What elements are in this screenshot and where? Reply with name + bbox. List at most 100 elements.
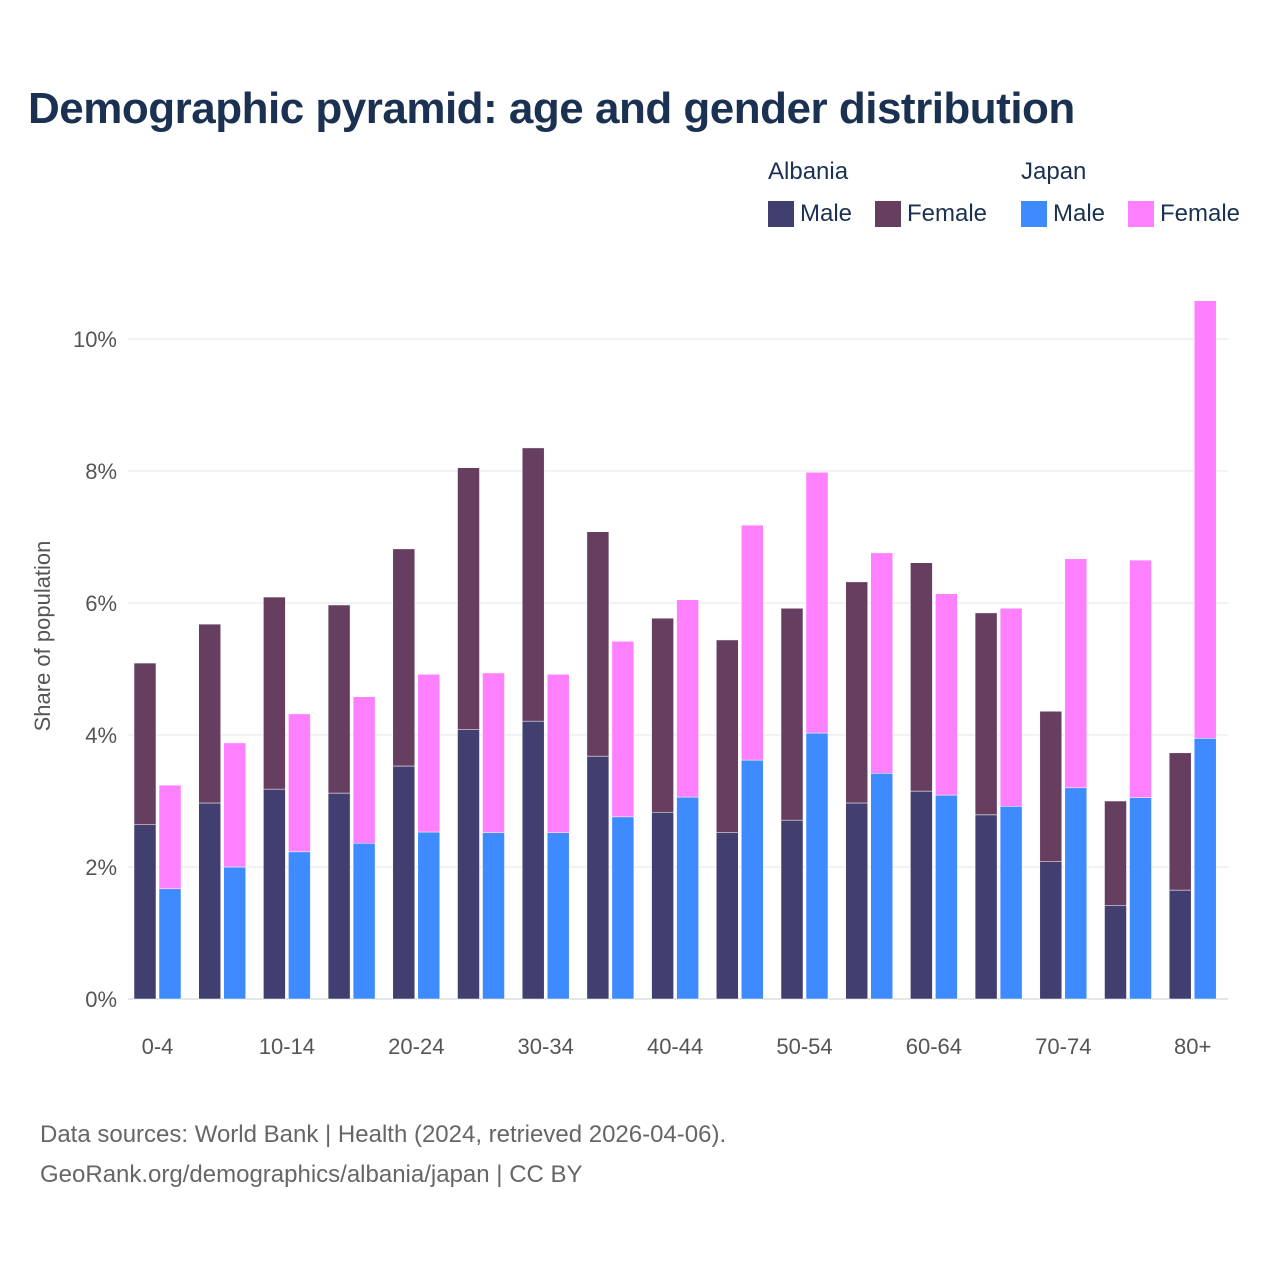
bar-albania-male[interactable] [651, 811, 674, 1000]
bar-japan-male[interactable] [223, 866, 246, 1000]
bar-japan-male[interactable] [1193, 738, 1217, 1000]
bar-albania-female[interactable] [263, 596, 286, 790]
y-tick-label: 0% [85, 987, 117, 1012]
bar-japan-male[interactable] [676, 796, 699, 1000]
bar-japan-female[interactable] [870, 552, 893, 774]
y-axis-label: Share of population [30, 541, 55, 732]
bar-albania-female[interactable] [1104, 800, 1127, 906]
bar-japan-male[interactable] [158, 888, 182, 1000]
bar-japan-female[interactable] [611, 641, 635, 818]
legend-japan-male[interactable]: Male [1021, 200, 1105, 228]
legend-albania-male[interactable]: Male [768, 200, 852, 228]
bar-japan-female[interactable] [288, 713, 311, 853]
y-tick-label: 6% [85, 591, 117, 616]
bar-japan-male[interactable] [1129, 797, 1152, 1000]
bar-albania-male[interactable] [845, 802, 868, 1000]
y-tick-label: 4% [85, 723, 117, 748]
y-tick-label: 2% [85, 855, 117, 880]
bar-japan-male[interactable] [417, 831, 441, 1000]
bar-albania-male[interactable] [1039, 861, 1063, 1000]
bar-albania-female[interactable] [586, 531, 610, 757]
x-tick-label: 30-34 [518, 1034, 574, 1059]
bar-albania-male[interactable] [910, 790, 933, 1000]
bar-albania-male[interactable] [392, 765, 416, 1000]
bar-albania-female[interactable] [392, 548, 416, 767]
bar-albania-male[interactable] [1168, 889, 1192, 1000]
source-link[interactable]: GeoRank.org/demographics/albania/japan |… [40, 1161, 583, 1188]
bar-albania-male[interactable] [1104, 905, 1127, 1000]
bar-albania-male[interactable] [263, 788, 286, 1000]
bar-japan-female[interactable] [482, 672, 505, 833]
legend-group-japan: Japan [1021, 158, 1087, 185]
bar-albania-female[interactable] [780, 608, 804, 821]
legend-label: Male [1053, 200, 1106, 227]
bar-albania-male[interactable] [974, 814, 998, 1000]
bar-japan-male[interactable] [482, 832, 505, 1000]
bar-japan-male[interactable] [611, 816, 635, 1000]
bar-albania-male[interactable] [716, 832, 739, 1000]
bar-albania-female[interactable] [651, 617, 674, 813]
source-note: Data sources: World Bank | Health (2024,… [40, 1121, 727, 1148]
bar-japan-male[interactable] [999, 806, 1023, 1000]
bar-albania-male[interactable] [780, 819, 804, 1000]
bar-albania-male[interactable] [521, 720, 545, 1000]
bar-japan-male[interactable] [741, 759, 764, 1000]
bar-japan-female[interactable] [999, 608, 1023, 807]
bar-japan-female[interactable] [805, 472, 829, 734]
bar-albania-female[interactable] [457, 467, 480, 730]
bar-albania-female[interactable] [910, 562, 933, 792]
chart-title: Demographic pyramid: age and gender dist… [28, 84, 1075, 133]
bar-albania-female[interactable] [845, 581, 868, 804]
bar-japan-female[interactable] [352, 696, 376, 844]
bar-japan-male[interactable] [352, 842, 376, 1000]
x-tick-label: 0-4 [142, 1034, 174, 1059]
bar-albania-female[interactable] [198, 623, 221, 804]
bar-japan-male[interactable] [805, 732, 829, 1000]
bar-japan-female[interactable] [1129, 559, 1152, 798]
legend-albania-female[interactable]: Female [875, 200, 987, 228]
x-tick-label: 40-44 [647, 1034, 703, 1059]
y-tick-label: 10% [73, 327, 117, 352]
bar-albania-male[interactable] [327, 792, 351, 1000]
bar-japan-male[interactable] [288, 851, 311, 1000]
bar-albania-male[interactable] [586, 755, 610, 1000]
bar-japan-female[interactable] [158, 784, 182, 890]
bar-japan-female[interactable] [935, 593, 958, 796]
x-tick-label: 80+ [1174, 1034, 1211, 1059]
bar-japan-male[interactable] [935, 794, 958, 1000]
bar-albania-female[interactable] [133, 662, 157, 826]
bar-japan-male[interactable] [546, 832, 570, 1000]
legend-swatch [768, 201, 794, 227]
bar-albania-male[interactable] [198, 802, 221, 1000]
bar-japan-female[interactable] [417, 674, 441, 833]
legend-group-albania: Albania [768, 158, 849, 185]
legend-japan-female[interactable]: Female [1128, 200, 1240, 228]
bar-japan-female[interactable] [546, 674, 570, 833]
bar-albania-female[interactable] [1168, 752, 1192, 891]
bar-albania-female[interactable] [974, 612, 998, 816]
bar-japan-female[interactable] [676, 599, 699, 798]
bar-japan-female[interactable] [1193, 300, 1217, 739]
bar-japan-male[interactable] [870, 773, 893, 1000]
bar-albania-male[interactable] [457, 729, 480, 1000]
legend-swatch [875, 201, 901, 227]
x-tick-label: 50-54 [776, 1034, 832, 1059]
bar-japan-female[interactable] [741, 524, 764, 761]
bar-albania-male[interactable] [133, 824, 157, 1000]
bar-japan-female[interactable] [223, 742, 246, 868]
bar-albania-female[interactable] [1039, 710, 1063, 862]
bar-japan-male[interactable] [1064, 787, 1088, 1000]
legend-swatch [1021, 201, 1047, 227]
x-tick-label: 10-14 [259, 1034, 315, 1059]
footer: Data sources: World Bank | Health (2024,… [40, 1115, 726, 1195]
bar-japan-female[interactable] [1064, 558, 1088, 789]
bar-albania-female[interactable] [716, 639, 739, 833]
legend-label: Male [800, 200, 853, 227]
bar-albania-female[interactable] [521, 447, 545, 722]
legend-label: Female [907, 200, 988, 227]
y-tick-label: 8% [85, 459, 117, 484]
x-tick-label: 60-64 [906, 1034, 962, 1059]
bar-albania-female[interactable] [327, 604, 351, 794]
legend-label: Female [1160, 200, 1241, 227]
